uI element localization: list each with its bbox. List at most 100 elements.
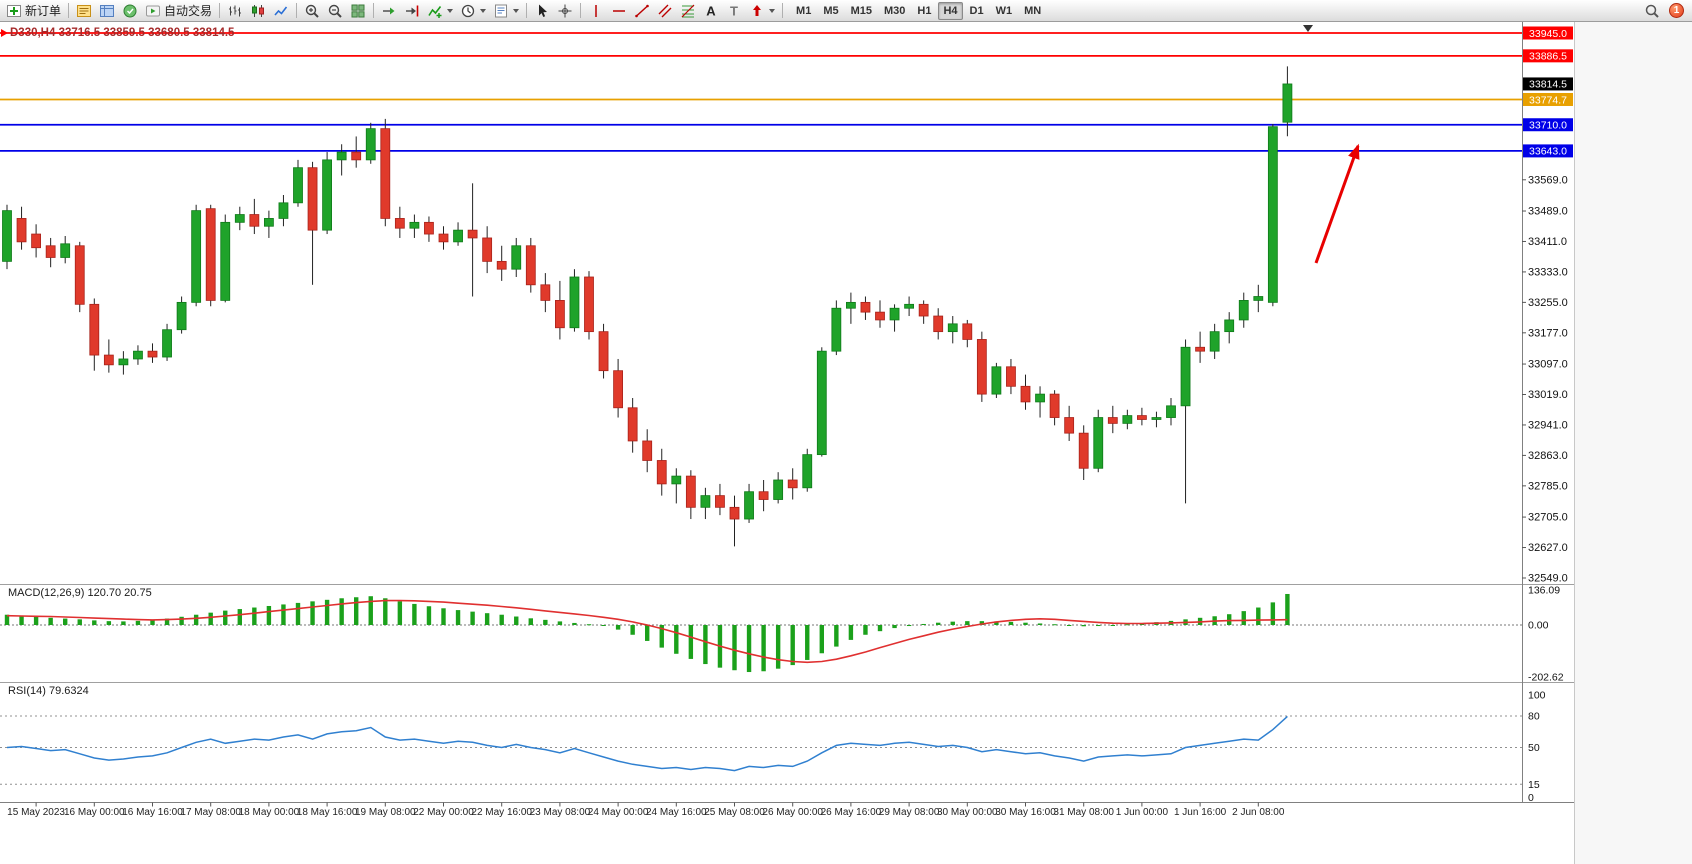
price-axis[interactable] [1523, 22, 1575, 802]
macd-bar [470, 611, 475, 625]
price-line-label-box[interactable] [1523, 92, 1573, 106]
fibonacci-icon[interactable] [677, 1, 699, 21]
price-line-label-box[interactable] [1523, 77, 1573, 91]
trendline-icon[interactable] [631, 1, 653, 21]
horizontal-line-icon[interactable] [608, 1, 630, 21]
time-tick-label: 17 May 08:00 [180, 807, 241, 818]
data-window-icon[interactable] [96, 1, 118, 21]
macd-bar [1227, 614, 1232, 625]
macd-bar [281, 604, 286, 625]
dropdown-caret-icon[interactable] [513, 8, 520, 13]
timeframe-button-H1[interactable]: H1 [917, 4, 932, 17]
new-order-button[interactable]: 新订单 [3, 1, 64, 21]
dropdown-caret-icon[interactable] [769, 8, 776, 13]
text-icon[interactable]: A [700, 1, 722, 21]
candle-body [1253, 296, 1264, 301]
macd-bar [252, 607, 257, 625]
price-tick-label: 32549.0 [1528, 572, 1568, 584]
zoom-in-glyph [304, 3, 320, 19]
price-line-label-box[interactable] [1523, 144, 1573, 158]
candle-body [1020, 385, 1031, 403]
price-tick-label: 33411.0 [1528, 236, 1567, 248]
candle-body [118, 358, 129, 366]
chart-title: D330,H4 33716.5 33859.5 33680.5 33814.5 [10, 27, 235, 39]
indicators-icon[interactable] [424, 1, 456, 21]
arrows-icon[interactable] [746, 1, 778, 21]
candle-body [496, 260, 507, 270]
chart-plot-area[interactable] [0, 22, 1522, 802]
candle-body [918, 303, 929, 317]
candle-body [205, 208, 216, 301]
trend-arrow-annotation[interactable] [1314, 143, 1360, 264]
candle-body [147, 350, 158, 358]
tile-windows-icon[interactable] [347, 1, 369, 21]
price-line-label-box[interactable] [1523, 49, 1573, 63]
timeframe-button-W1[interactable]: W1 [995, 4, 1013, 17]
timeframe-button-M1[interactable]: M1 [796, 4, 812, 17]
search-icon[interactable] [1641, 1, 1663, 21]
horizontal-line-glyph [611, 3, 627, 19]
timeframe-button-D1[interactable]: D1 [969, 4, 984, 17]
candle-body [467, 229, 478, 239]
zoom-in-icon[interactable] [301, 1, 323, 21]
vertical-line-icon[interactable] [585, 1, 607, 21]
candle-body [860, 301, 871, 313]
timeframe-button-M15[interactable]: M15 [850, 4, 872, 17]
notification-badge[interactable]: 1 [1669, 3, 1684, 18]
timeframe-button-M5[interactable]: M5 [823, 4, 839, 17]
auto-scroll-icon[interactable] [378, 1, 400, 21]
candlestick-chart-icon[interactable] [247, 1, 269, 21]
timeframe-group: M1 M5 M15 M30 H1 H4 D1 W1 MN [791, 1, 1046, 20]
macd-bar [499, 614, 504, 625]
macd-bar [397, 601, 403, 625]
candle-body [685, 475, 696, 508]
macd-bar [33, 616, 39, 625]
text-label-icon[interactable]: T [723, 1, 745, 21]
price-line-label-box[interactable] [1523, 26, 1573, 40]
time-tick-label: 26 May 00:00 [762, 807, 823, 818]
candle-body [133, 350, 143, 360]
macd-bar [1066, 625, 1072, 626]
candle-body [831, 307, 842, 352]
timeframe-button-H4[interactable]: H4 [938, 1, 963, 20]
macd-bar [164, 618, 170, 625]
dropdown-caret-icon[interactable] [480, 8, 487, 13]
candle-body [773, 479, 784, 500]
price-line-label-box[interactable] [1523, 118, 1573, 132]
macd-bar [63, 618, 68, 625]
candle-body [744, 491, 754, 520]
time-tick-label: 25 May 08:00 [704, 807, 765, 818]
macd-bar [412, 603, 417, 625]
market-watch-icon[interactable] [73, 1, 95, 21]
candle-chart-glyph [250, 3, 266, 19]
macd-bar [354, 597, 359, 625]
periods-icon[interactable] [457, 1, 489, 21]
macd-bar [688, 625, 694, 659]
chart-shift-icon[interactable] [401, 1, 423, 21]
cursor-glyph [534, 3, 550, 19]
macd-bar [528, 618, 533, 625]
cursor-icon[interactable] [531, 1, 553, 21]
price-tick-label: 33019.0 [1528, 389, 1568, 401]
templates-icon[interactable] [490, 1, 522, 21]
macd-bar [179, 616, 184, 625]
autotrading-button[interactable]: 自动交易 [142, 1, 215, 21]
candle-body [613, 370, 623, 409]
bar-chart-icon[interactable] [224, 1, 246, 21]
crosshair-icon[interactable] [554, 1, 576, 21]
macd-bar [572, 622, 577, 625]
macd-bar [19, 615, 24, 625]
macd-bar [266, 605, 272, 625]
macd-bar [1008, 621, 1014, 625]
scroll-position-marker[interactable] [1303, 25, 1313, 32]
zoom-out-icon[interactable] [324, 1, 346, 21]
dropdown-caret-icon[interactable] [447, 8, 454, 13]
channel-icon[interactable] [654, 1, 676, 21]
timeframe-button-MN[interactable]: MN [1024, 4, 1042, 17]
line-chart-icon[interactable] [270, 1, 292, 21]
navigator-icon[interactable] [119, 1, 141, 21]
arrows-glyph [749, 3, 765, 19]
timeframe-button-M30[interactable]: M30 [884, 4, 906, 17]
candle-body [103, 354, 114, 366]
